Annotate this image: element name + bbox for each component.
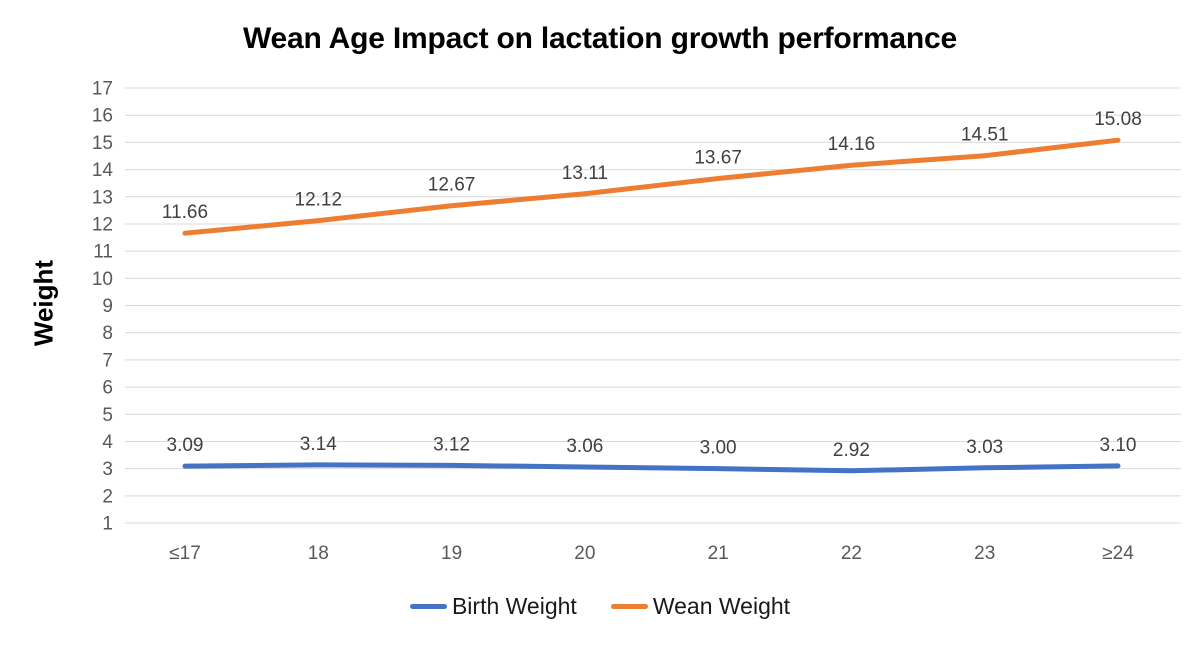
series-line-wean-weight (182, 137, 1121, 236)
birth-weight-line-swatch (409, 604, 447, 609)
y-tick-label: 5 (102, 405, 113, 426)
y-tick-label: 3 (102, 459, 113, 480)
series-line-birth-weight (182, 462, 1121, 474)
wean-weight-line-swatch (610, 604, 648, 609)
data-label: 3.03 (966, 437, 1003, 458)
x-tick-label: 23 (974, 543, 995, 564)
x-axis-tick-labels: ≤17 18 19 20 21 22 23 ≥24 (169, 543, 1134, 564)
data-label: 3.14 (300, 434, 337, 455)
legend: Birth Weight Wean Weight (0, 593, 1200, 620)
data-label: 3.10 (1100, 435, 1137, 456)
y-tick-label: 10 (92, 269, 113, 290)
data-label: 2.92 (833, 440, 870, 461)
y-tick-label: 12 (92, 214, 113, 235)
y-tick-label: 11 (93, 242, 113, 263)
x-tick-label: 19 (441, 543, 462, 564)
data-label: 13.11 (562, 163, 608, 184)
chart-title: Wean Age Impact on lactation growth perf… (242, 22, 958, 55)
y-tick-label: 9 (102, 296, 113, 317)
data-label: 14.51 (961, 125, 1009, 146)
x-tick-label: ≤17 (169, 543, 201, 564)
data-label: 15.08 (1094, 109, 1142, 130)
data-labels-birth-weight: 3.09 3.14 3.12 3.06 3.00 2.92 3.03 3.10 (167, 434, 1137, 461)
x-tick-label: ≥24 (1102, 543, 1134, 564)
y-tick-label: 14 (92, 160, 114, 181)
data-label: 12.12 (295, 190, 343, 211)
y-tick-label: 6 (102, 378, 113, 399)
data-labels-wean-weight: 11.66 12.12 12.67 13.11 13.67 14.16 14.51 15.08 (162, 109, 1142, 223)
legend-item-wean-weight: Wean Weight (610, 593, 791, 620)
data-label: 3.09 (167, 435, 204, 456)
legend-label-birth-weight: Birth Weight (451, 593, 577, 619)
data-label: 11.66 (162, 202, 208, 223)
y-tick-label: 13 (92, 187, 113, 208)
data-label: 3.06 (566, 436, 603, 457)
y-tick-label: 15 (92, 133, 113, 154)
x-tick-label: 20 (574, 543, 595, 564)
y-tick-label: 16 (92, 106, 113, 127)
y-tick-label: 1 (102, 514, 113, 535)
data-label: 3.00 (700, 438, 737, 459)
data-label: 13.67 (694, 148, 742, 169)
legend-item-birth-weight: Birth Weight (409, 593, 577, 620)
x-tick-label: 22 (841, 543, 862, 564)
y-tick-label: 4 (102, 432, 113, 453)
x-tick-label: 18 (308, 543, 329, 564)
y-tick-label: 2 (102, 486, 113, 507)
y-tick-label: 17 (92, 79, 113, 100)
data-label: 3.12 (433, 434, 470, 455)
data-label: 12.67 (428, 175, 476, 196)
y-tick-label: 7 (102, 350, 113, 371)
x-tick-label: 21 (708, 543, 729, 564)
data-label: 14.16 (828, 134, 876, 155)
y-tick-label: 8 (102, 323, 113, 344)
legend-label-wean-weight: Wean Weight (652, 593, 791, 619)
gridlines (125, 87, 1181, 524)
